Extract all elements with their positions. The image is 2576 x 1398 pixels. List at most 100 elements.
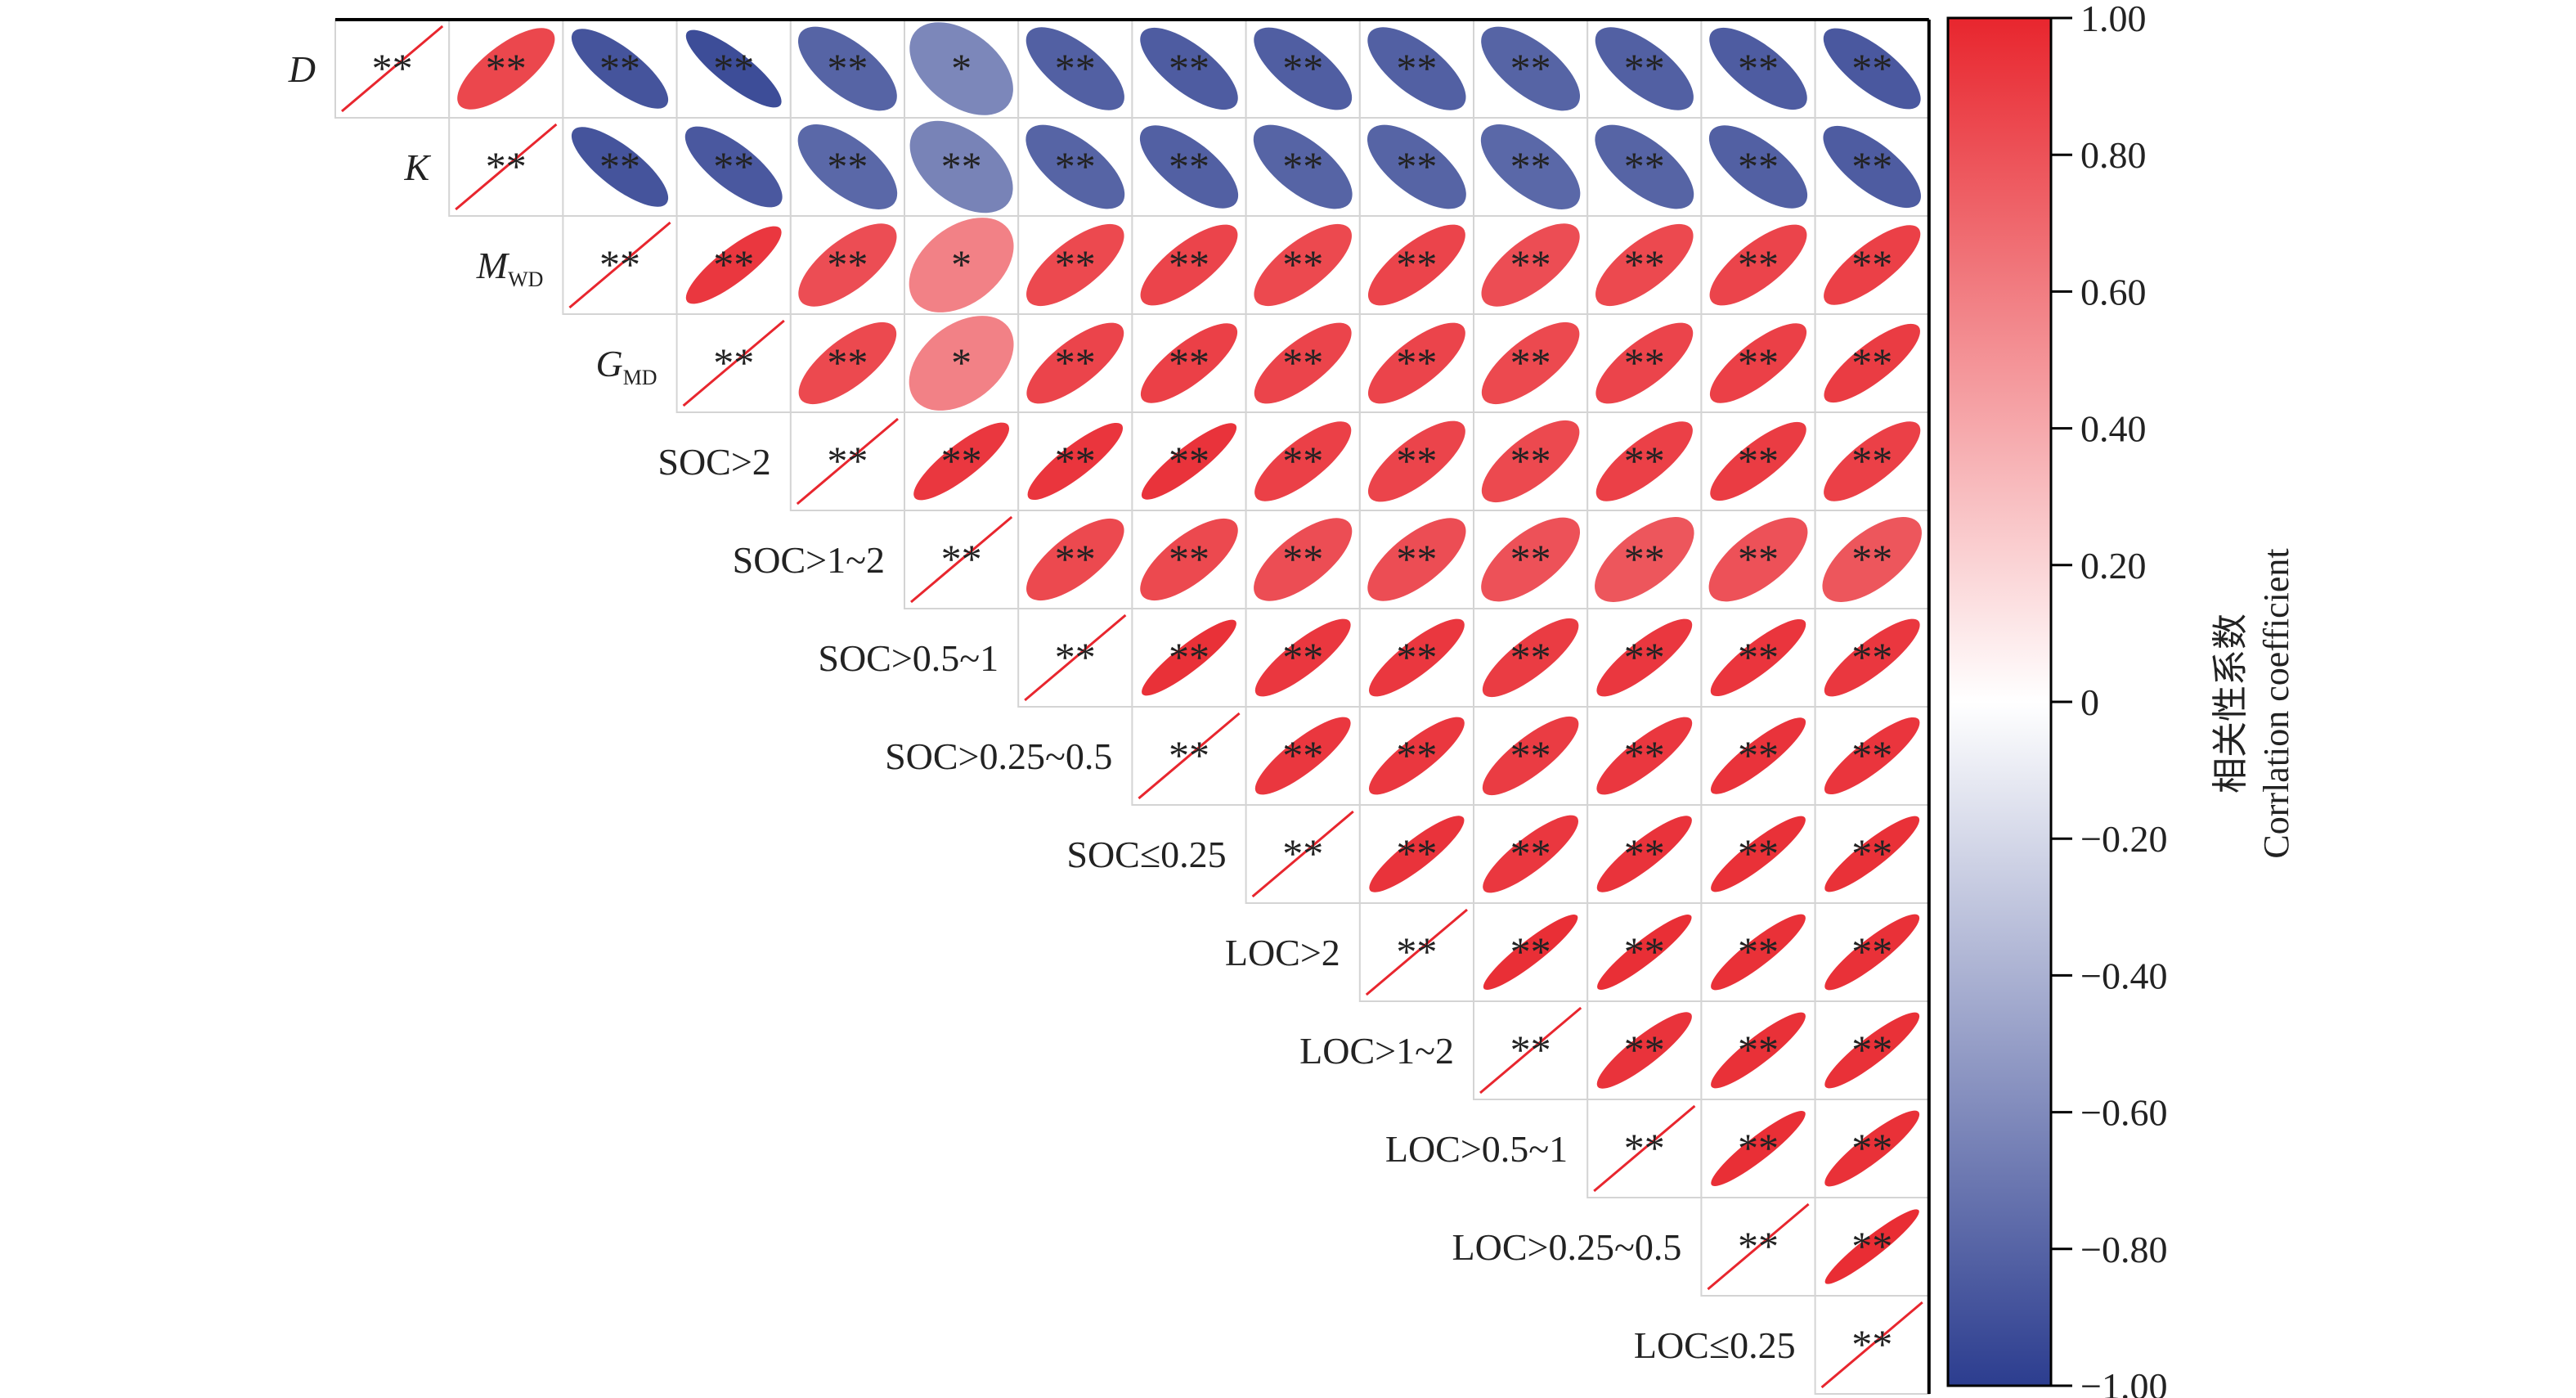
colorbar-tick-label: −0.20 bbox=[2080, 818, 2167, 860]
correlation-ellipse bbox=[1711, 816, 1806, 892]
diagonal-line bbox=[1251, 810, 1354, 898]
cell-2-8: ** bbox=[1245, 215, 1361, 315]
correlation-ellipse bbox=[798, 321, 897, 405]
significance-mark: ** bbox=[1282, 339, 1323, 385]
significance-mark: ** bbox=[941, 536, 982, 582]
diagonal-line bbox=[1479, 1006, 1582, 1095]
row-label-10: LOC>1~2 bbox=[1299, 1030, 1454, 1072]
cell-4-11: ** bbox=[1586, 411, 1703, 511]
significance-mark: ** bbox=[1624, 634, 1665, 680]
diagonal-line bbox=[1138, 712, 1241, 800]
significance-mark: ** bbox=[1169, 732, 1209, 778]
cell-1-9: ** bbox=[1358, 117, 1475, 217]
cell-1-10: ** bbox=[1473, 117, 1589, 217]
significance-mark: ** bbox=[1738, 143, 1779, 189]
cell-2-10: ** bbox=[1473, 215, 1589, 315]
cell-9-9: ** bbox=[1358, 902, 1475, 1002]
correlation-ellipse bbox=[1824, 1209, 1919, 1284]
correlation-ellipse bbox=[1139, 125, 1239, 209]
cell-9-11: ** bbox=[1586, 902, 1703, 1002]
significance-mark: ** bbox=[827, 45, 868, 91]
significance-mark: ** bbox=[1851, 830, 1892, 876]
correlation-ellipse bbox=[1596, 618, 1693, 697]
correlation-ellipse bbox=[798, 223, 897, 307]
cell-0-9: ** bbox=[1358, 19, 1475, 119]
significance-mark: ** bbox=[1510, 634, 1551, 680]
significance-mark: ** bbox=[1055, 536, 1096, 582]
colorbar-tick-label: −1.00 bbox=[2080, 1365, 2167, 1398]
cell-7-9: ** bbox=[1358, 706, 1475, 806]
cell-8-8: ** bbox=[1245, 804, 1361, 904]
significance-mark: ** bbox=[1510, 438, 1551, 483]
colorbar-tick-label: −0.40 bbox=[2080, 955, 2167, 996]
significance-mark: ** bbox=[1169, 339, 1209, 385]
row-label-8: SOC≤0.25 bbox=[1066, 834, 1226, 875]
significance-mark: ** bbox=[1169, 241, 1209, 287]
significance-mark: ** bbox=[1055, 438, 1096, 483]
significance-mark: ** bbox=[1738, 1223, 1779, 1269]
colorbar-gradient bbox=[1946, 16, 2053, 1387]
significance-mark: ** bbox=[1851, 732, 1892, 778]
correlation-ellipse bbox=[797, 26, 897, 111]
cell-4-7: ** bbox=[1131, 411, 1247, 511]
significance-mark: ** bbox=[1169, 143, 1209, 189]
cell-7-7: ** bbox=[1131, 706, 1247, 806]
cell-7-12: ** bbox=[1700, 706, 1816, 806]
cell-0-11: ** bbox=[1586, 19, 1703, 119]
significance-mark: ** bbox=[1055, 241, 1096, 287]
correlation-ellipse bbox=[1595, 124, 1694, 209]
significance-mark: ** bbox=[1282, 634, 1323, 680]
correlation-ellipse bbox=[909, 120, 1013, 214]
colorbar-tick-label: 1.00 bbox=[2080, 0, 2147, 39]
correlation-ellipse bbox=[457, 28, 555, 110]
significance-mark: ** bbox=[1738, 1125, 1779, 1171]
significance-mark: ** bbox=[1851, 241, 1892, 287]
significance-mark: ** bbox=[1055, 339, 1096, 385]
significance-mark: ** bbox=[1510, 45, 1551, 91]
significance-mark: ** bbox=[1624, 339, 1665, 385]
cell-5-12: ** bbox=[1700, 510, 1816, 609]
diagonal-line bbox=[910, 515, 1013, 604]
significance-mark: ** bbox=[1396, 143, 1437, 189]
cell-6-6: ** bbox=[1017, 608, 1133, 708]
significance-mark: ** bbox=[1169, 536, 1209, 582]
cell-13-13: ** bbox=[1814, 1295, 1930, 1395]
correlation-ellipse bbox=[1596, 717, 1693, 795]
significance-mark: ** bbox=[1851, 438, 1892, 483]
diagonal-line bbox=[341, 25, 444, 113]
cell-10-13: ** bbox=[1814, 1000, 1930, 1100]
correlation-matrix: ** ** ** ** ** * ** ** ** ** ** ** ** **** ** ** ** ** ** *… bbox=[334, 18, 1931, 1395]
cell-8-12: ** bbox=[1700, 804, 1816, 904]
correlation-ellipse bbox=[1481, 420, 1580, 503]
cell-5-11: ** bbox=[1586, 510, 1703, 609]
correlation-ellipse bbox=[1483, 914, 1578, 991]
significance-mark: ** bbox=[1282, 732, 1323, 778]
cell-1-8: ** bbox=[1245, 117, 1361, 217]
cell-3-4: ** bbox=[789, 313, 905, 413]
significance-mark: ** bbox=[1851, 1125, 1892, 1171]
significance-mark: ** bbox=[1396, 634, 1437, 680]
significance-mark: ** bbox=[1738, 536, 1779, 582]
significance-mark: ** bbox=[599, 241, 640, 287]
diagonal-line bbox=[1365, 908, 1468, 996]
cell-1-4: ** bbox=[789, 117, 905, 217]
correlation-ellipse bbox=[1025, 124, 1125, 209]
cell-2-6: ** bbox=[1017, 215, 1133, 315]
significance-mark: ** bbox=[1851, 634, 1892, 680]
colorbar-tick-label: 0.40 bbox=[2080, 408, 2147, 450]
cell-2-5: * bbox=[904, 215, 1020, 315]
correlation-ellipse bbox=[1595, 322, 1694, 404]
colorbar-title-english: Corrlation coefficient bbox=[2256, 548, 2296, 858]
significance-mark: ** bbox=[827, 438, 868, 483]
cell-2-3: ** bbox=[675, 215, 792, 315]
row-label-13: LOC≤0.25 bbox=[1634, 1324, 1796, 1366]
cell-7-11: ** bbox=[1586, 706, 1703, 806]
cell-12-12: ** bbox=[1700, 1197, 1816, 1297]
correlation-ellipse bbox=[1822, 517, 1922, 602]
significance-mark: ** bbox=[1851, 339, 1892, 385]
correlation-ellipse bbox=[571, 127, 669, 207]
correlation-ellipse bbox=[1027, 422, 1124, 501]
correlation-ellipse bbox=[1824, 717, 1920, 795]
correlation-ellipse bbox=[1140, 518, 1238, 601]
cell-11-13: ** bbox=[1814, 1099, 1930, 1198]
